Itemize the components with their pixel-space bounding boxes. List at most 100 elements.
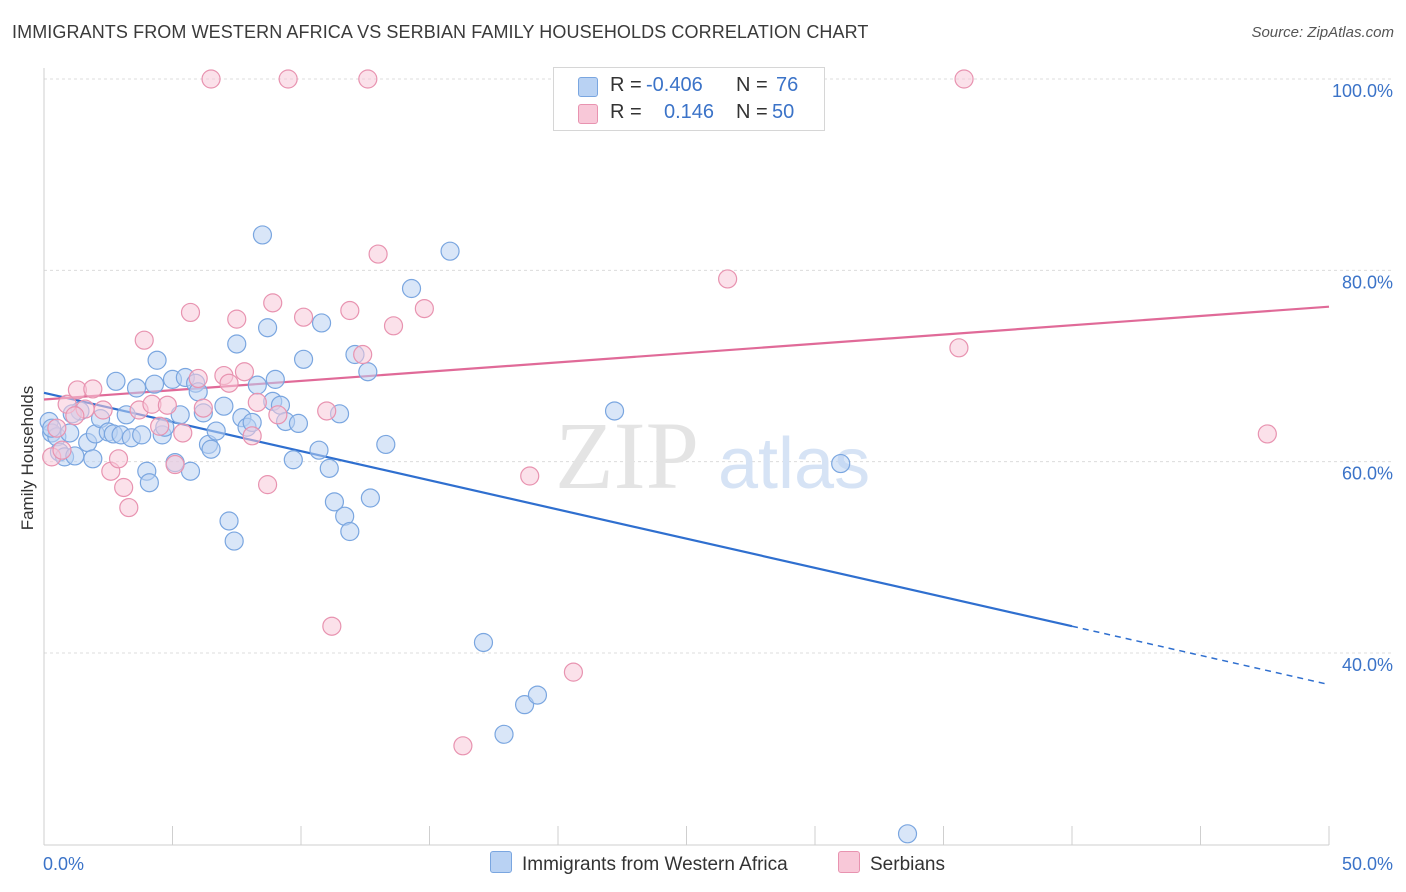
x-tick-label: 50.0% [1342,854,1393,874]
point-serbians [188,368,208,389]
point-western-africa [319,458,339,478]
point-western-africa [376,434,396,455]
legend-swatch-blue [578,77,598,97]
tick-labels: 100.0% 80.0% 60.0% 40.0% 0.0% 50.0% [43,81,1393,874]
point-western-africa [897,824,918,844]
point-western-africa [527,685,548,705]
point-western-africa [604,401,625,421]
point-serbians [227,309,247,329]
point-serbians [368,244,388,264]
point-serbians [108,449,129,469]
point-serbians [52,440,72,460]
r-label: R = [610,74,642,96]
point-serbians [150,416,170,436]
point-western-africa [227,334,247,354]
point-western-africa [340,521,360,542]
point-western-africa [257,318,278,338]
y-axis-label: Family Households [18,385,37,531]
point-western-africa [139,473,159,493]
point-western-africa [252,225,273,245]
point-serbians [65,406,85,426]
r-label: R = [610,101,642,123]
n-value: 76 [776,74,799,96]
point-western-africa [358,362,378,382]
point-western-africa [473,632,494,653]
n-value: 50 [772,101,795,123]
point-serbians [134,330,154,350]
point-serbians [83,379,103,399]
point-serbians [93,400,113,420]
data-points [39,69,1277,844]
point-serbians [114,477,134,498]
y-tick-label: 60.0% [1342,464,1393,484]
point-serbians [383,316,404,336]
point-western-africa [126,378,147,398]
point-serbians [268,405,288,425]
series-swatch-pink [838,851,860,873]
point-western-africa [494,724,514,744]
point-serbians [47,418,67,438]
point-western-africa [293,349,314,369]
y-tick-label: 100.0% [1332,81,1393,101]
series-legend-serbians: Serbians [838,851,945,876]
point-western-africa [132,425,152,445]
point-western-africa [214,396,234,416]
watermark-zip: ZIP [555,402,699,509]
point-serbians [453,736,473,756]
point-western-africa [83,449,103,469]
point-western-africa [144,374,165,394]
point-serbians [340,300,360,321]
point-serbians [193,398,213,418]
point-serbians [165,454,185,475]
point-western-africa [147,350,167,370]
point-western-africa [265,369,285,389]
y-tick-label: 40.0% [1342,655,1393,675]
series-name: Immigrants from Western Africa [522,854,788,875]
n-label: N = [736,101,768,123]
point-serbians [242,426,262,446]
point-western-africa [283,450,303,470]
stats-legend: R = -0.406 N = 76 R = 0.146 N = 50 [553,67,825,131]
point-western-africa [201,439,221,459]
source-label: Source: ZipAtlas.com [1251,24,1394,41]
legend-swatch-pink [578,104,598,124]
point-serbians [219,373,239,393]
point-serbians [1257,424,1277,444]
chart-title: IMMIGRANTS FROM WESTERN AFRICA VS SERBIA… [12,22,869,42]
point-serbians [119,497,139,518]
point-western-africa [401,278,422,299]
point-serbians [173,423,193,443]
point-western-africa [440,241,460,261]
point-serbians [563,662,584,682]
point-western-africa [360,488,380,508]
series-legend-western-africa: Immigrants from Western Africa [490,851,788,876]
point-western-africa [514,695,535,715]
x-tick-label: 0.0% [43,854,84,874]
series-swatch-blue [490,851,512,873]
point-serbians [317,401,337,421]
point-western-africa [106,371,126,391]
point-serbians [718,269,738,289]
point-serbians [358,69,378,89]
point-western-africa [309,440,329,460]
point-serbians [247,392,267,412]
point-western-africa [224,531,244,551]
y-tick-label: 80.0% [1342,272,1393,292]
point-serbians [257,475,278,495]
point-serbians [353,344,373,365]
point-western-africa [324,492,345,512]
series-name: Serbians [870,854,945,875]
r-value: 0.146 [664,101,715,123]
r-value: -0.406 [646,74,703,96]
point-western-africa [288,413,309,433]
trend-dashed [1071,625,1330,686]
n-label: N = [736,74,768,96]
point-serbians [322,616,342,636]
point-serbians [954,69,974,89]
point-serbians [180,302,201,323]
point-serbians [520,466,540,486]
point-western-africa [311,313,332,333]
point-western-africa [831,453,851,474]
point-serbians [263,293,283,313]
point-serbians [949,338,969,358]
